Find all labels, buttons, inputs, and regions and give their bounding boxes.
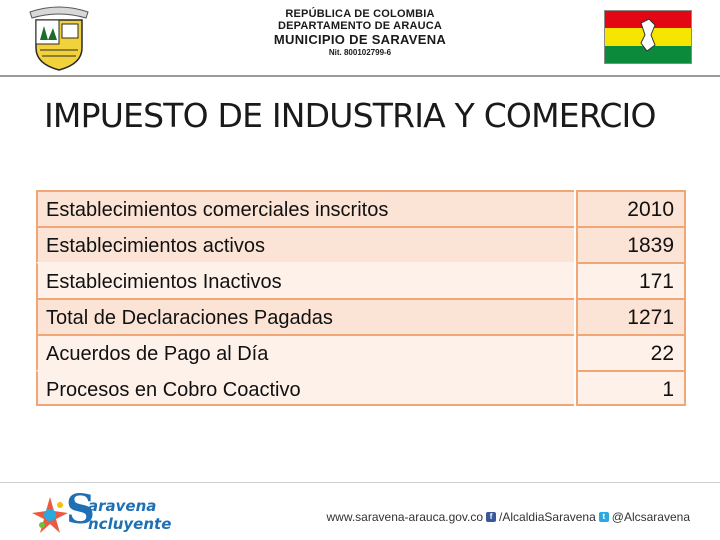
table-row: Total de Declaraciones Pagadas 1271: [36, 298, 686, 334]
footer-divider: [0, 482, 720, 483]
footer: [0, 483, 720, 540]
row-label: Acuerdos de Pago al Día: [36, 334, 574, 370]
statistics-table: Establecimientos comerciales inscritos 2…: [36, 190, 686, 406]
table-row: Establecimientos activos 1839: [36, 226, 686, 262]
brand-star-icon: [30, 495, 70, 535]
twitter-icon: t: [598, 512, 609, 522]
brand-line-2: ncluyente: [88, 515, 172, 533]
brand-line-1: aravena: [88, 497, 157, 515]
header: REPÚBLICA DE COLOMBIA DEPARTAMENTO DE AR…: [0, 0, 720, 80]
saravena-flag-icon: [604, 10, 692, 64]
facebook-link[interactable]: /AlcaldiaSaravena: [499, 510, 596, 524]
twitter-link[interactable]: @Alcsaravena: [611, 510, 690, 524]
table-row: Procesos en Cobro Coactivo 1: [36, 370, 686, 406]
facebook-icon: f: [486, 512, 497, 522]
row-value: 2010: [576, 190, 686, 226]
row-label: Establecimientos comerciales inscritos: [36, 190, 574, 226]
header-line-municipality: MUNICIPIO DE SARAVENA: [273, 32, 447, 47]
row-value: 22: [576, 334, 686, 370]
table-row: Establecimientos Inactivos 171: [36, 262, 686, 298]
row-label: Establecimientos activos: [36, 226, 574, 262]
row-value: 171: [576, 262, 686, 298]
row-label: Procesos en Cobro Coactivo: [36, 370, 574, 406]
header-titles: REPÚBLICA DE COLOMBIA DEPARTAMENTO DE AR…: [230, 8, 490, 58]
brand-logo-text: aravena ncluyente: [88, 497, 171, 533]
header-divider: [0, 75, 720, 77]
row-label: Total de Declaraciones Pagadas: [36, 298, 574, 334]
row-value: 1: [576, 370, 686, 406]
header-line-nit: Nit. 800102799-6: [328, 48, 392, 57]
row-label: Establecimientos Inactivos: [36, 262, 574, 298]
header-line-republic: REPÚBLICA DE COLOMBIA: [285, 8, 435, 20]
row-value: 1839: [576, 226, 686, 262]
table-row: Acuerdos de Pago al Día 22: [36, 334, 686, 370]
footer-links: www.saravena-arauca.gov.co f /AlcaldiaSa…: [327, 510, 690, 524]
brand-logo-s: S: [66, 486, 95, 533]
website-link[interactable]: www.saravena-arauca.gov.co: [326, 510, 484, 524]
municipal-crest-icon: [26, 4, 92, 72]
header-line-department: DEPARTAMENTO DE ARAUCA: [277, 20, 443, 32]
page-title: IMPUESTO DE INDUSTRIA Y COMERCIO: [44, 96, 656, 135]
row-value: 1271: [576, 298, 686, 334]
table-row: Establecimientos comerciales inscritos 2…: [36, 190, 686, 226]
